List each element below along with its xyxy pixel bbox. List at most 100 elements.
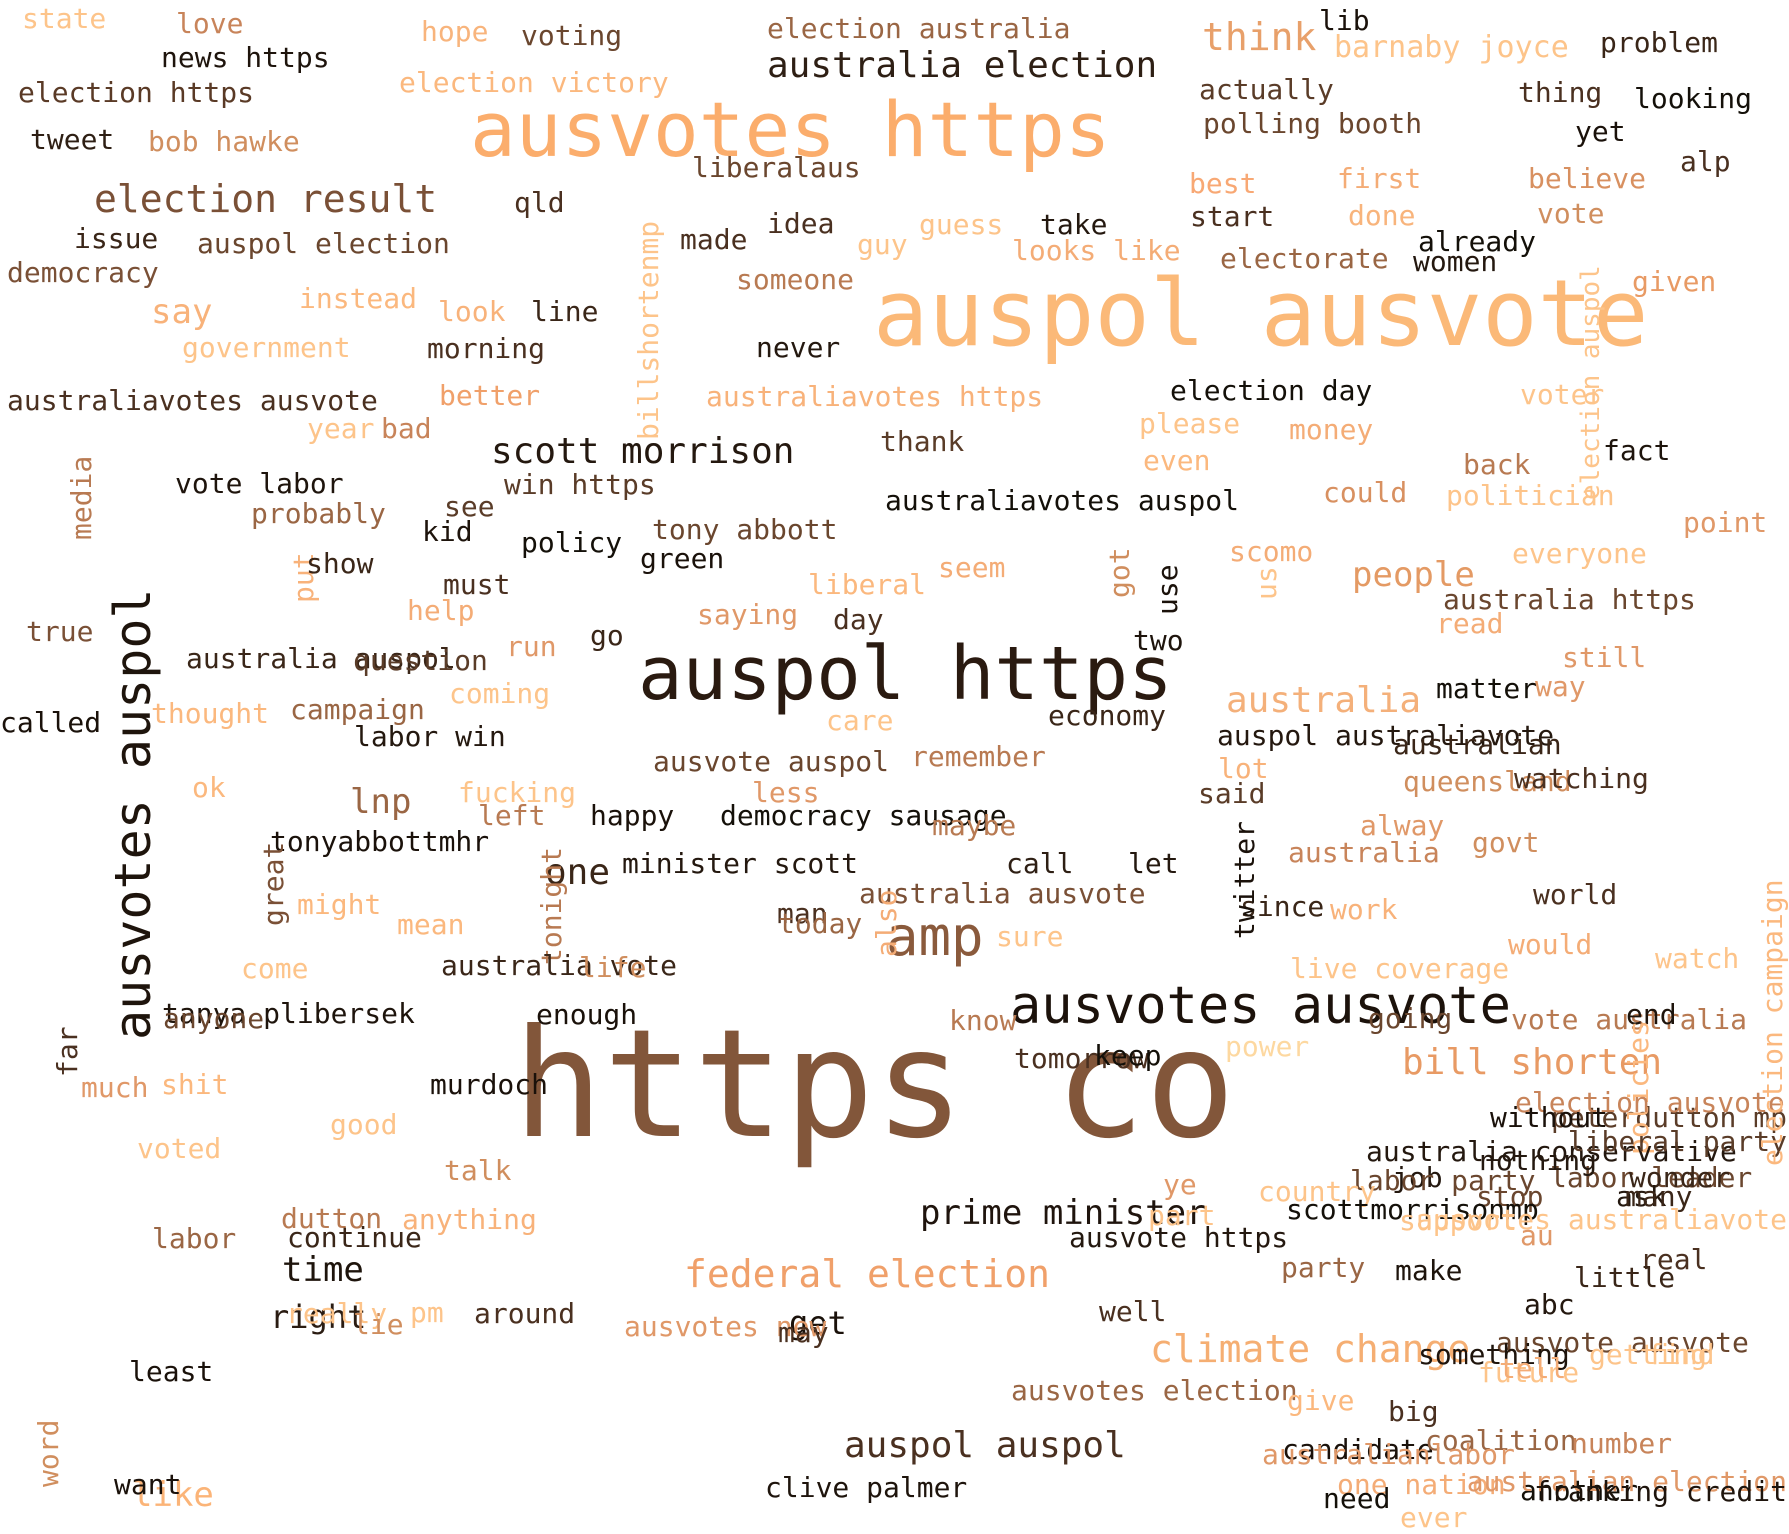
word-maybe: maybe	[932, 809, 1017, 842]
word-tell: tell	[1499, 1352, 1567, 1385]
word-ausvotes-https: ausvotes https	[470, 85, 1111, 174]
word-sure: sure	[996, 920, 1064, 953]
word-give: give	[1287, 1384, 1355, 1417]
word-one: one	[545, 852, 611, 893]
word-since: since	[1240, 890, 1325, 923]
word-electorate: electorate	[1220, 242, 1389, 275]
word-australia-conservative: australia conservative	[1366, 1135, 1737, 1168]
word-less: less	[752, 776, 820, 809]
word-election-australia: election australia	[767, 12, 1071, 45]
word-bad: bad	[381, 412, 432, 445]
word-something: something	[1418, 1338, 1570, 1371]
word-never: never	[756, 331, 841, 364]
word-issue: issue	[74, 222, 159, 255]
word-vote-labor: vote labor	[175, 467, 344, 500]
word-tanya-plibersek: tanya plibersek	[162, 997, 415, 1030]
word-good: good	[330, 1108, 398, 1141]
word-qld: qld	[514, 186, 565, 219]
word-auspol-auspol: auspol auspol	[844, 1425, 1126, 1466]
word-federal-election: federal election	[684, 1252, 1051, 1296]
word-election-https: election https	[18, 76, 255, 109]
word-australianlabor: australianlabor	[1262, 1438, 1515, 1471]
word-word: word	[32, 1419, 65, 1487]
word-would: would	[1508, 928, 1593, 961]
word-bob-hawke: bob hawke	[148, 125, 300, 158]
word-far: far	[51, 1026, 84, 1077]
word-alp: alp	[1680, 145, 1731, 178]
word-women: women	[1413, 245, 1498, 278]
word-ausvotes-australiavote: ausvotes australiavote	[1416, 1203, 1787, 1236]
word-guess: guess	[919, 208, 1004, 241]
word-amp: amp	[886, 905, 984, 968]
word-find: find	[1647, 1338, 1715, 1371]
word-media: media	[65, 455, 98, 540]
word-already: already	[1418, 225, 1537, 258]
word-campaign: campaign	[290, 693, 425, 726]
word-australian: australian	[1393, 728, 1562, 761]
word-franking-credit: franking credit	[1534, 1475, 1787, 1508]
word-left: left	[478, 799, 546, 832]
word-world: world	[1533, 878, 1618, 911]
word-back: back	[1463, 448, 1531, 481]
word-tony-abbott: tony abbott	[652, 513, 838, 546]
word-labor-leader: labor leader	[1550, 1161, 1753, 1194]
word-well: well	[1099, 1295, 1167, 1328]
word-scottmorrisonmp: scottmorrisonmp	[1286, 1193, 1539, 1226]
word-australia: australia	[1226, 680, 1422, 721]
word-clive-palmer: clive palmer	[765, 1471, 968, 1504]
word-even: even	[1143, 444, 1211, 477]
word-shit: shit	[161, 1068, 229, 1101]
word-line: line	[531, 295, 599, 328]
word-liberal-party: liberal party	[1567, 1125, 1787, 1158]
word-climate-change: climate change	[1150, 1327, 1471, 1371]
word-labor-party: labor party	[1350, 1164, 1536, 1197]
word-take: take	[1040, 208, 1108, 241]
word-part: part	[1148, 1199, 1216, 1232]
word-candidate: candidate	[1282, 1433, 1434, 1466]
word-read: read	[1436, 607, 1504, 640]
word-tonyabbottmhr: tonyabbottmhr	[270, 825, 490, 858]
word-country: country	[1258, 1175, 1377, 1208]
word-auspol-ausvote: auspol ausvote	[873, 260, 1649, 367]
word-govt: govt	[1472, 826, 1540, 859]
word-way: way	[1535, 670, 1586, 703]
word-ausvotes-election: ausvotes election	[1011, 1374, 1298, 1407]
word-voter: voter	[1520, 378, 1605, 411]
word-also: also	[870, 889, 903, 957]
word-believe: believe	[1528, 162, 1647, 195]
word-got: got	[1103, 547, 1136, 598]
word-australia-ausvote: australia ausvote	[859, 877, 1146, 910]
word-happy: happy	[590, 799, 675, 832]
word-ausvote-https: ausvote https	[1069, 1221, 1289, 1254]
word-ausvote-ausvote: ausvote ausvote	[1496, 1326, 1749, 1359]
word-everyone: everyone	[1512, 537, 1647, 570]
word-year: year	[307, 412, 375, 445]
word-democracy: democracy	[7, 256, 159, 289]
word-auspol-https: auspol https	[638, 631, 1173, 717]
word-must: must	[443, 568, 511, 601]
word-twitter: twitter	[1228, 820, 1261, 939]
word-probably: probably	[251, 497, 386, 530]
word-election-day: election day	[1170, 374, 1373, 407]
word-least: least	[129, 1355, 214, 1388]
word-ausvotes-ausvote: ausvotes ausvote	[1010, 976, 1511, 1036]
word-lib: lib	[1319, 4, 1370, 37]
word-use: use	[1151, 564, 1184, 615]
word-anyone: anyone	[163, 1002, 265, 1035]
word-economy: economy	[1048, 699, 1167, 732]
word-may: may	[778, 1316, 829, 1349]
word-thank: thank	[880, 425, 965, 458]
word-guy: guy	[857, 228, 908, 261]
word-actually: actually	[1199, 73, 1334, 106]
word-bill-shorten: bill shorten	[1402, 1042, 1663, 1083]
word-another: another	[1520, 1474, 1639, 1507]
word-australia-election: australia election	[767, 45, 1158, 86]
word-help: help	[407, 594, 475, 627]
word-one-nation: one nation	[1337, 1468, 1506, 1501]
word-auspol-australiavote: auspol australiavote	[1217, 719, 1555, 752]
word-auspol-election: auspol election	[197, 227, 450, 260]
word-green: green	[640, 542, 725, 575]
word-election-result: election result	[94, 177, 438, 221]
word-said: said	[1198, 777, 1266, 810]
word-looking: looking	[1634, 82, 1753, 115]
